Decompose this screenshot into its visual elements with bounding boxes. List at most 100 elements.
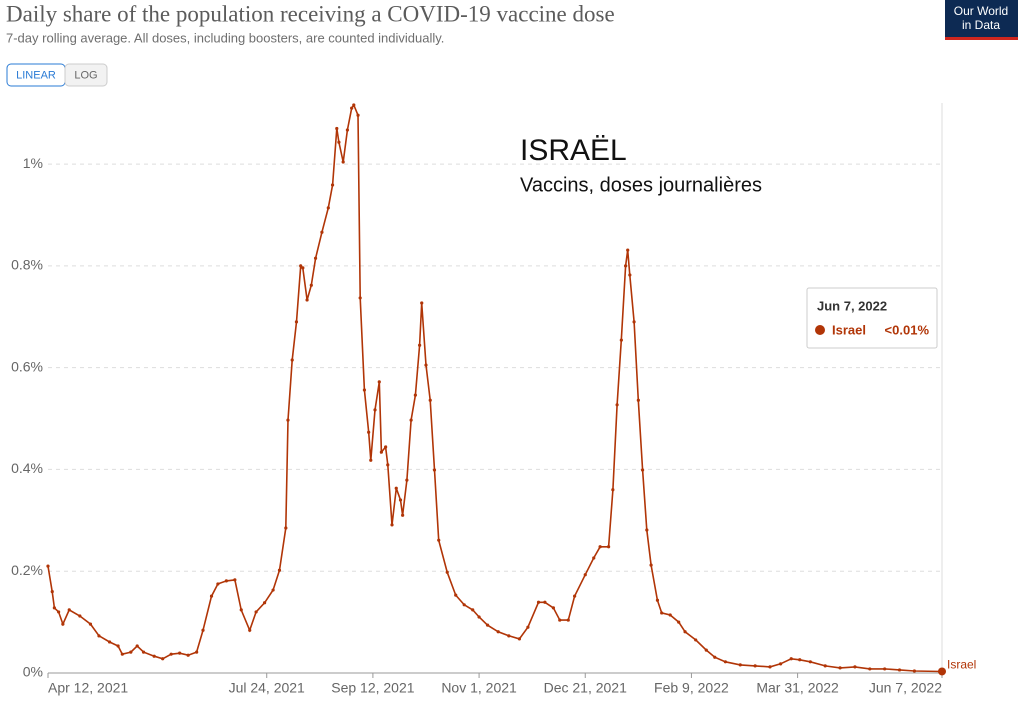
data-point	[445, 570, 449, 574]
tooltip-series: Israel	[832, 322, 866, 337]
data-point	[573, 594, 577, 598]
data-point	[507, 634, 511, 638]
data-point	[309, 283, 313, 287]
logo-text: in Data	[962, 18, 1000, 32]
data-point	[694, 638, 698, 642]
data-point	[320, 230, 324, 234]
data-point	[615, 403, 619, 407]
data-point	[394, 486, 398, 490]
data-point	[753, 664, 757, 668]
y-tick-label: 1%	[23, 155, 43, 171]
linear-label[interactable]: LINEAR	[16, 69, 56, 81]
data-point	[626, 248, 630, 252]
data-point	[454, 593, 458, 597]
data-point	[129, 650, 133, 654]
data-point	[209, 594, 214, 598]
data-point	[384, 445, 388, 449]
data-point	[161, 657, 165, 661]
data-point	[169, 652, 173, 656]
data-point	[97, 634, 101, 638]
data-point	[224, 579, 228, 583]
annotation-title: ISRAËL	[520, 134, 627, 167]
data-point	[853, 665, 857, 669]
data-point	[645, 528, 649, 532]
data-point	[88, 622, 93, 626]
data-point	[78, 614, 82, 618]
log-label[interactable]: LOG	[74, 69, 97, 81]
data-point	[362, 388, 367, 392]
data-point	[398, 498, 403, 502]
data-point	[543, 600, 547, 604]
data-point	[424, 363, 428, 367]
data-point	[367, 430, 371, 434]
data-point	[823, 664, 827, 668]
data-point	[186, 653, 190, 657]
chart-subtitle: 7-day rolling average. All doses, includ…	[6, 30, 444, 45]
data-point	[938, 667, 946, 676]
x-tick-label: Dec 21, 2021	[544, 680, 627, 696]
data-point	[897, 668, 902, 672]
data-point	[254, 610, 258, 614]
data-point	[437, 538, 441, 542]
data-point	[536, 600, 541, 604]
data-point	[413, 393, 417, 397]
scale-toggle: LINEAR LOG	[6, 63, 108, 87]
data-point	[401, 513, 405, 517]
data-point	[326, 206, 330, 210]
data-point	[704, 648, 708, 652]
data-point	[655, 598, 660, 602]
data-point	[583, 573, 587, 577]
data-point	[485, 623, 490, 627]
data-point	[271, 588, 275, 592]
y-tick-label: 0.8%	[11, 257, 43, 273]
data-point	[239, 608, 243, 612]
data-point	[120, 652, 124, 656]
data-point	[335, 126, 339, 131]
tooltip-box	[806, 287, 938, 349]
data-point	[350, 106, 354, 110]
x-tick-label: Apr 12, 2021	[48, 680, 128, 696]
data-point	[517, 637, 522, 641]
data-point	[390, 523, 394, 527]
x-tick-label: Nov 1, 2021	[441, 680, 517, 696]
data-point	[46, 564, 50, 568]
data-point	[677, 620, 681, 624]
data-point	[558, 618, 562, 622]
x-tick-label: Jul 24, 2021	[229, 680, 305, 696]
data-point	[808, 660, 812, 664]
data-point	[789, 657, 793, 661]
data-point	[356, 113, 360, 117]
data-point	[352, 103, 356, 107]
logo-bar	[945, 37, 1018, 40]
data-point	[135, 644, 139, 648]
data-point	[496, 630, 500, 634]
data-point	[768, 665, 772, 669]
x-tick-label: Feb 9, 2022	[654, 680, 729, 696]
data-point	[379, 450, 383, 454]
y-tick-label: 0.4%	[11, 460, 43, 476]
data-point	[201, 628, 205, 632]
logo: Our World in Data	[945, 0, 1018, 40]
data-point	[286, 418, 290, 422]
data-point	[305, 298, 309, 302]
data-point	[141, 650, 146, 654]
data-point	[409, 418, 413, 422]
data-point	[838, 666, 842, 670]
data-point	[337, 140, 341, 144]
data-point	[277, 568, 282, 572]
data-point	[883, 667, 887, 671]
data-point	[868, 667, 872, 671]
log-button[interactable]	[64, 63, 108, 87]
data-point	[462, 603, 466, 607]
logo-text: Our World	[954, 4, 1008, 18]
tooltip-value: <0.01%	[885, 322, 930, 337]
data-point	[67, 608, 71, 612]
data-point	[912, 669, 916, 673]
data-point	[418, 343, 422, 347]
data-point	[358, 296, 362, 300]
tooltip-date: Jun 7, 2022	[817, 298, 887, 313]
data-point	[377, 380, 381, 384]
data-point	[623, 264, 628, 268]
data-point	[798, 658, 802, 662]
logo-box	[945, 0, 1018, 40]
